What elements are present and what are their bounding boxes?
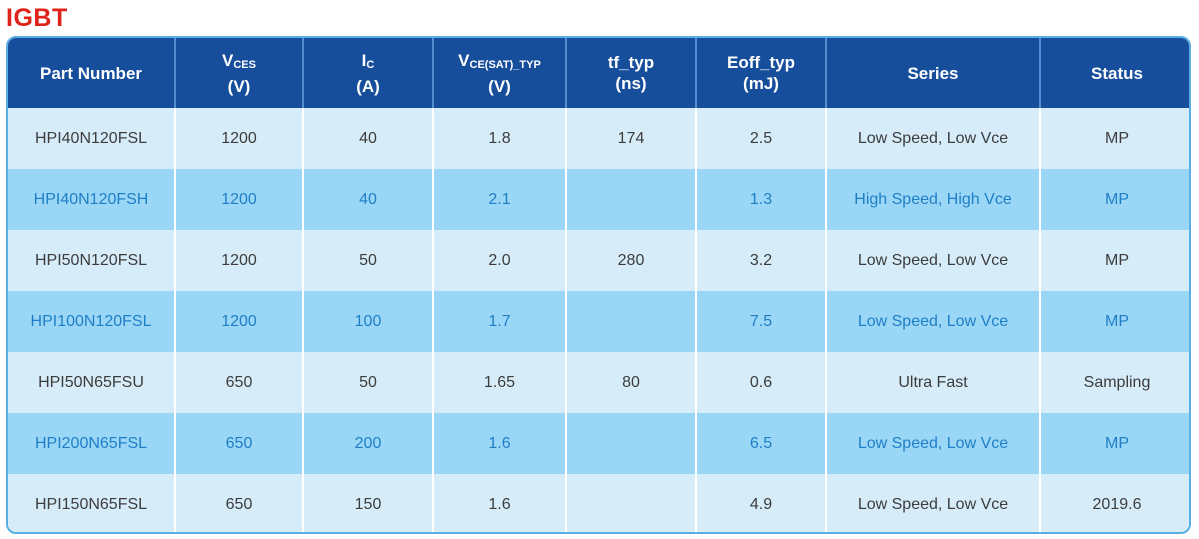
cell-tf xyxy=(566,169,697,230)
cell-vces: 650 xyxy=(175,413,304,474)
cell-status: MP xyxy=(1040,230,1189,291)
cell-ic: 40 xyxy=(303,169,434,230)
table-row: HPI50N120FSL 1200 50 2.0 280 3.2 Low Spe… xyxy=(8,230,1189,291)
cell-part: HPI50N65FSU xyxy=(8,352,176,413)
cell-vces: 1200 xyxy=(175,230,304,291)
cell-vcesat: 1.65 xyxy=(433,352,567,413)
cell-eoff: 7.5 xyxy=(696,291,827,352)
header-ic: IC (A) xyxy=(303,38,434,108)
cell-ic: 40 xyxy=(303,108,434,169)
table-row: HPI40N120FSH 1200 40 2.1 1.3 High Speed,… xyxy=(8,169,1189,230)
cell-status: MP xyxy=(1040,413,1189,474)
cell-series: Low Speed, Low Vce xyxy=(826,474,1041,532)
cell-status: MP xyxy=(1040,108,1189,169)
cell-eoff: 0.6 xyxy=(696,352,827,413)
cell-tf xyxy=(566,474,697,532)
cell-ic: 50 xyxy=(303,352,434,413)
table-header-row: Part Number VCES (V) IC (A) VCE(SAT)_TYP… xyxy=(8,38,1189,108)
cell-vcesat: 2.0 xyxy=(433,230,567,291)
cell-vcesat: 2.1 xyxy=(433,169,567,230)
header-vces: VCES (V) xyxy=(175,38,304,108)
cell-eoff: 6.5 xyxy=(696,413,827,474)
cell-vces: 650 xyxy=(175,474,304,532)
cell-ic: 200 xyxy=(303,413,434,474)
cell-series: High Speed, High Vce xyxy=(826,169,1041,230)
cell-series: Ultra Fast xyxy=(826,352,1041,413)
cell-series: Low Speed, Low Vce xyxy=(826,291,1041,352)
cell-series: Low Speed, Low Vce xyxy=(826,108,1041,169)
header-eoff: Eoff_typ (mJ) xyxy=(696,38,827,108)
cell-part: HPI50N120FSL xyxy=(8,230,176,291)
cell-vcesat: 1.6 xyxy=(433,413,567,474)
cell-tf xyxy=(566,413,697,474)
cell-series: Low Speed, Low Vce xyxy=(826,413,1041,474)
cell-vces: 1200 xyxy=(175,291,304,352)
cell-vcesat: 1.7 xyxy=(433,291,567,352)
cell-tf: 174 xyxy=(566,108,697,169)
cell-eoff: 3.2 xyxy=(696,230,827,291)
cell-ic: 50 xyxy=(303,230,434,291)
cell-part: HPI200N65FSL xyxy=(8,413,176,474)
cell-eoff: 2.5 xyxy=(696,108,827,169)
cell-status: MP xyxy=(1040,169,1189,230)
cell-part: HPI40N120FSH xyxy=(8,169,176,230)
cell-part: HPI40N120FSL xyxy=(8,108,176,169)
cell-status: Sampling xyxy=(1040,352,1189,413)
cell-eoff: 4.9 xyxy=(696,474,827,532)
igbt-table: Part Number VCES (V) IC (A) VCE(SAT)_TYP… xyxy=(6,36,1191,534)
cell-status: MP xyxy=(1040,291,1189,352)
cell-status: 2019.6 xyxy=(1040,474,1189,532)
cell-vcesat: 1.6 xyxy=(433,474,567,532)
header-vcesat: VCE(SAT)_TYP (V) xyxy=(433,38,567,108)
cell-tf xyxy=(566,291,697,352)
cell-eoff: 1.3 xyxy=(696,169,827,230)
cell-tf: 80 xyxy=(566,352,697,413)
header-status: Status xyxy=(1040,38,1189,108)
table-row: HPI40N120FSL 1200 40 1.8 174 2.5 Low Spe… xyxy=(8,108,1189,169)
cell-part: HPI100N120FSL xyxy=(8,291,176,352)
cell-ic: 100 xyxy=(303,291,434,352)
header-part-number: Part Number xyxy=(8,38,176,108)
cell-series: Low Speed, Low Vce xyxy=(826,230,1041,291)
table-row: HPI150N65FSL 650 150 1.6 4.9 Low Speed, … xyxy=(8,474,1189,532)
header-tf: tf_typ (ns) xyxy=(566,38,697,108)
cell-vces: 650 xyxy=(175,352,304,413)
table-row: HPI100N120FSL 1200 100 1.7 7.5 Low Speed… xyxy=(8,291,1189,352)
cell-ic: 150 xyxy=(303,474,434,532)
cell-vces: 1200 xyxy=(175,169,304,230)
cell-tf: 280 xyxy=(566,230,697,291)
header-series: Series xyxy=(826,38,1041,108)
table-row: HPI50N65FSU 650 50 1.65 80 0.6 Ultra Fas… xyxy=(8,352,1189,413)
cell-vces: 1200 xyxy=(175,108,304,169)
cell-vcesat: 1.8 xyxy=(433,108,567,169)
page-title: IGBT xyxy=(6,4,68,32)
table-row: HPI200N65FSL 650 200 1.6 6.5 Low Speed, … xyxy=(8,413,1189,474)
cell-part: HPI150N65FSL xyxy=(8,474,176,532)
